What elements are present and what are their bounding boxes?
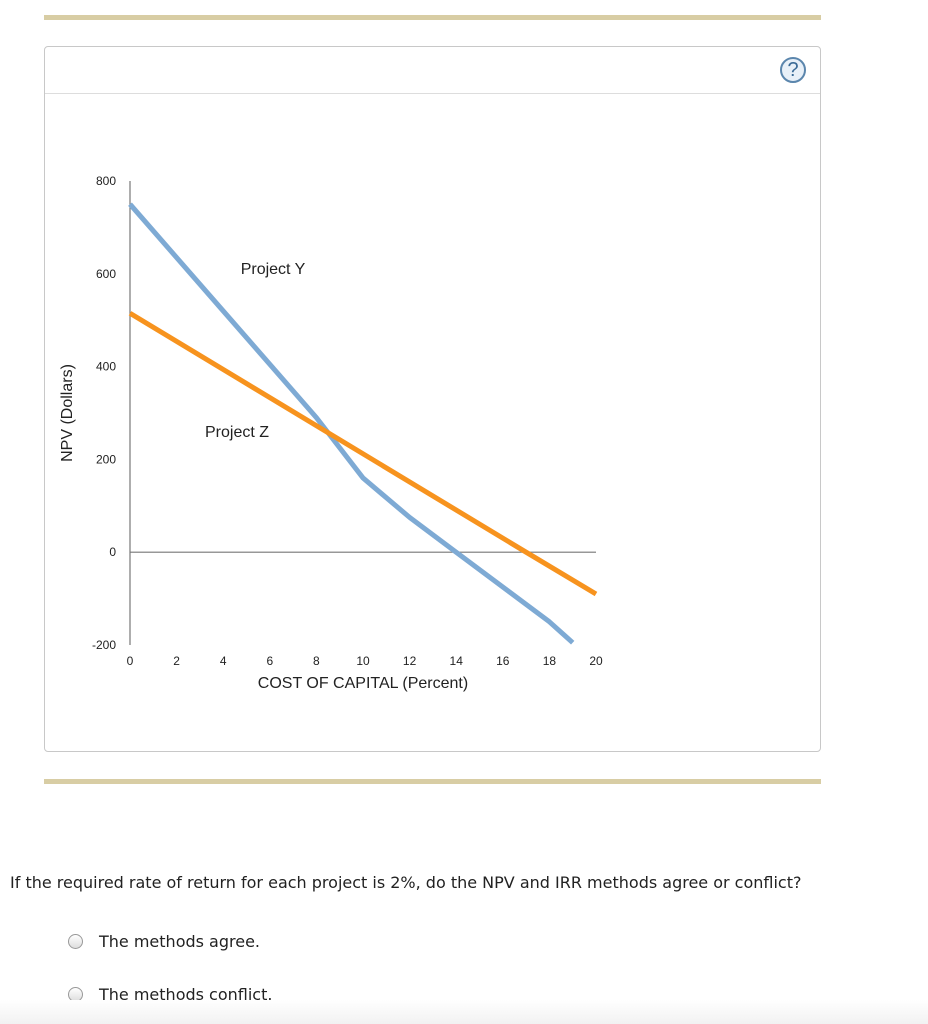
question-text: If the required rate of return for each … bbox=[10, 873, 802, 892]
option-conflict[interactable]: The methods conflict. bbox=[68, 985, 272, 1004]
panel-header: ? bbox=[45, 47, 820, 94]
x-tick-label: 8 bbox=[313, 654, 320, 668]
x-tick-label: 6 bbox=[266, 654, 273, 668]
x-tick-label: 12 bbox=[403, 654, 417, 668]
x-tick-label: 20 bbox=[589, 654, 603, 668]
option-label: The methods conflict. bbox=[99, 985, 273, 1004]
bottom-divider bbox=[44, 779, 821, 784]
y-tick-label: 800 bbox=[96, 174, 116, 188]
series-label-project-y: Project Y bbox=[241, 261, 306, 278]
x-tick-label: 16 bbox=[496, 654, 510, 668]
y-tick-label: 600 bbox=[96, 267, 116, 281]
series-line-project-z bbox=[128, 311, 598, 597]
x-tick-label: 18 bbox=[543, 654, 557, 668]
y-tick-label: 200 bbox=[96, 452, 116, 466]
y-axis-label: NPV (Dollars) bbox=[59, 364, 76, 462]
series-label-project-z: Project Z bbox=[205, 424, 269, 441]
graph-panel: ? bbox=[44, 46, 821, 752]
y-tick-label: 400 bbox=[96, 360, 116, 374]
top-divider bbox=[44, 15, 821, 20]
x-tick-label: 0 bbox=[127, 654, 134, 668]
x-tick-label: 14 bbox=[450, 654, 464, 668]
y-tick-label: -200 bbox=[92, 638, 116, 652]
radio-button[interactable] bbox=[68, 934, 83, 949]
x-axis-label: COST OF CAPITAL (Percent) bbox=[258, 675, 468, 692]
series-line-project-y bbox=[128, 202, 575, 645]
y-tick-label: 0 bbox=[109, 545, 116, 559]
x-tick-label: 10 bbox=[356, 654, 370, 668]
option-agree[interactable]: The methods agree. bbox=[68, 932, 260, 951]
npv-chart: 800 600 400 200 0 -200 0 2 4 6 8 10 12 14 16 18 20 COST O… bbox=[59, 174, 603, 692]
x-tick-label: 2 bbox=[173, 654, 180, 668]
help-button[interactable]: ? bbox=[780, 57, 806, 83]
bottom-fade bbox=[0, 1000, 928, 1024]
x-tick-label: 4 bbox=[220, 654, 227, 668]
option-label: The methods agree. bbox=[99, 932, 261, 951]
